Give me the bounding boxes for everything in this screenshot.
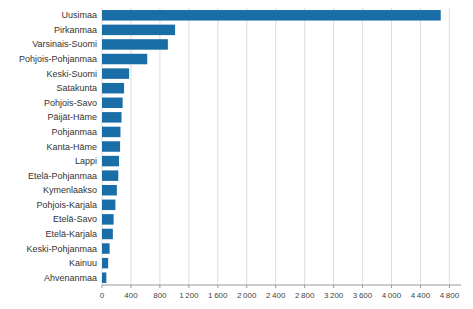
tick-label: 4 000	[382, 291, 402, 300]
bar	[102, 258, 108, 268]
chart: 0 400 800 1 200 1 600 2 000 2 400 2 800 3 200 3 6…	[0, 0, 473, 309]
x-axis: 0 400 800 1 200 1 600 2 000 2 400 2 800 3 200 3 6…	[100, 285, 460, 300]
bar	[102, 39, 168, 49]
bar	[102, 83, 124, 93]
bar	[102, 68, 129, 78]
tick-label: 3 600	[353, 291, 373, 300]
bar	[102, 25, 175, 35]
bar	[102, 54, 147, 64]
tick-label: 4 400	[411, 291, 431, 300]
tick-label: 3 200	[324, 291, 344, 300]
bars	[102, 10, 441, 283]
tick-label: 400	[124, 291, 138, 300]
y-axis: Ahvenanmaa Kainuu Keski-Pohjanmaa Etelä-Kar…	[19, 10, 97, 282]
bar	[102, 200, 115, 210]
grid-line	[362, 8, 363, 285]
category-label: Kainuu	[69, 258, 97, 268]
grid-line	[449, 8, 450, 285]
tick-label: 1 600	[208, 291, 228, 300]
bar	[102, 272, 106, 282]
category-label: Etelä-Pohjanmaa	[28, 171, 97, 181]
bar	[102, 112, 122, 122]
bar	[102, 185, 117, 195]
tick-label: 2 800	[295, 291, 315, 300]
tick-label: 4 800	[440, 291, 460, 300]
category-label: Kanta-Häme	[46, 142, 97, 152]
category-label: Pohjois-Savo	[44, 98, 97, 108]
category-label: Kymenlaakso	[43, 185, 97, 195]
bar	[102, 243, 110, 253]
tick-label: 800	[153, 291, 167, 300]
category-label: Päijät-Häme	[47, 112, 97, 122]
bar	[102, 170, 118, 180]
axis-line	[102, 285, 461, 286]
category-label: Keski-Suomi	[46, 69, 97, 79]
grid	[102, 8, 449, 285]
grid-line	[275, 8, 276, 285]
category-label: Pirkanmaa	[54, 25, 97, 35]
category-label: Satakunta	[56, 83, 97, 93]
bar	[102, 10, 441, 20]
category-label: Pohjanmaa	[51, 127, 97, 137]
tick-label: 1 200	[179, 291, 199, 300]
category-label: Ahvenanmaa	[44, 273, 97, 283]
grid-line	[391, 8, 392, 285]
grid-line	[188, 8, 189, 285]
category-label: Uusimaa	[61, 10, 97, 20]
grid-line	[304, 8, 305, 285]
bar	[102, 229, 113, 239]
tick-label: 2 400	[266, 291, 286, 300]
bar	[102, 141, 120, 151]
category-label: Lappi	[75, 156, 97, 166]
category-label: Pohjois-Pohjanmaa	[19, 54, 97, 64]
grid-line	[246, 8, 247, 285]
category-label: Etelä-Savo	[53, 214, 97, 224]
category-label: Pohjois-Karjala	[36, 200, 97, 210]
bar	[102, 156, 119, 166]
category-label: Keski-Pohjanmaa	[26, 244, 97, 254]
grid-line	[217, 8, 218, 285]
grid-line	[333, 8, 334, 285]
grid-line	[420, 8, 421, 285]
tick-label: 2 000	[237, 291, 257, 300]
category-label: Varsinais-Suomi	[32, 39, 97, 49]
category-label: Etelä-Karjala	[45, 229, 97, 239]
tick-label: 0	[100, 291, 105, 300]
bar	[102, 127, 120, 137]
bar	[102, 214, 114, 224]
bar	[102, 98, 123, 108]
